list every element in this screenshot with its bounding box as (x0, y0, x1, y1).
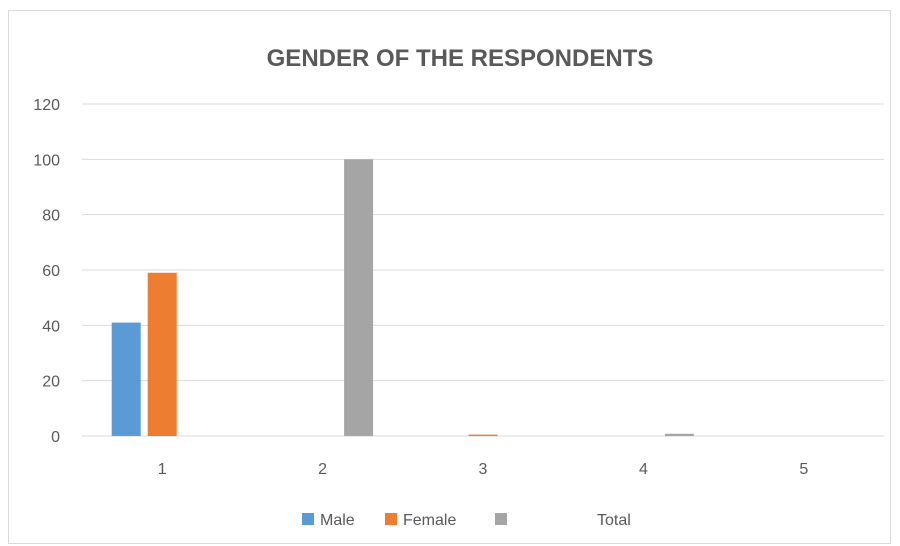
y-tick-label: 100 (33, 152, 60, 169)
legend-label-male: Male (320, 512, 355, 529)
y-tick-label: 0 (51, 429, 60, 446)
bar-female-3 (468, 434, 498, 436)
legend-swatch-male (302, 513, 314, 525)
y-tick-label: 20 (42, 374, 60, 391)
y-axis-ticks: 0 20 40 60 80 100 120 (33, 97, 60, 446)
bar-male-1 (111, 322, 141, 436)
legend: Male Female Total (302, 512, 631, 529)
x-tick-label: 4 (639, 461, 648, 478)
y-tick-label: 120 (33, 97, 60, 114)
x-tick-label: 1 (158, 461, 167, 478)
x-axis-ticks: 1 2 3 4 5 (158, 461, 809, 478)
bar-total-2 (344, 159, 374, 437)
gridlines (82, 103, 884, 437)
x-tick-label: 5 (799, 461, 808, 478)
chart-title: GENDER OF THE RESPONDENTS (267, 45, 654, 72)
x-tick-label: 3 (479, 461, 488, 478)
bar-total-4 (664, 433, 694, 436)
x-tick-label: 2 (318, 461, 327, 478)
y-tick-label: 40 (42, 318, 60, 335)
legend-swatch-female (385, 513, 397, 525)
legend-label-female: Female (403, 512, 456, 529)
bars (111, 159, 694, 437)
y-tick-label: 80 (42, 208, 60, 225)
bar-female-1 (147, 272, 177, 436)
legend-swatch-total (495, 513, 507, 525)
legend-label-total: Total (597, 512, 631, 529)
y-tick-label: 60 (42, 263, 60, 280)
